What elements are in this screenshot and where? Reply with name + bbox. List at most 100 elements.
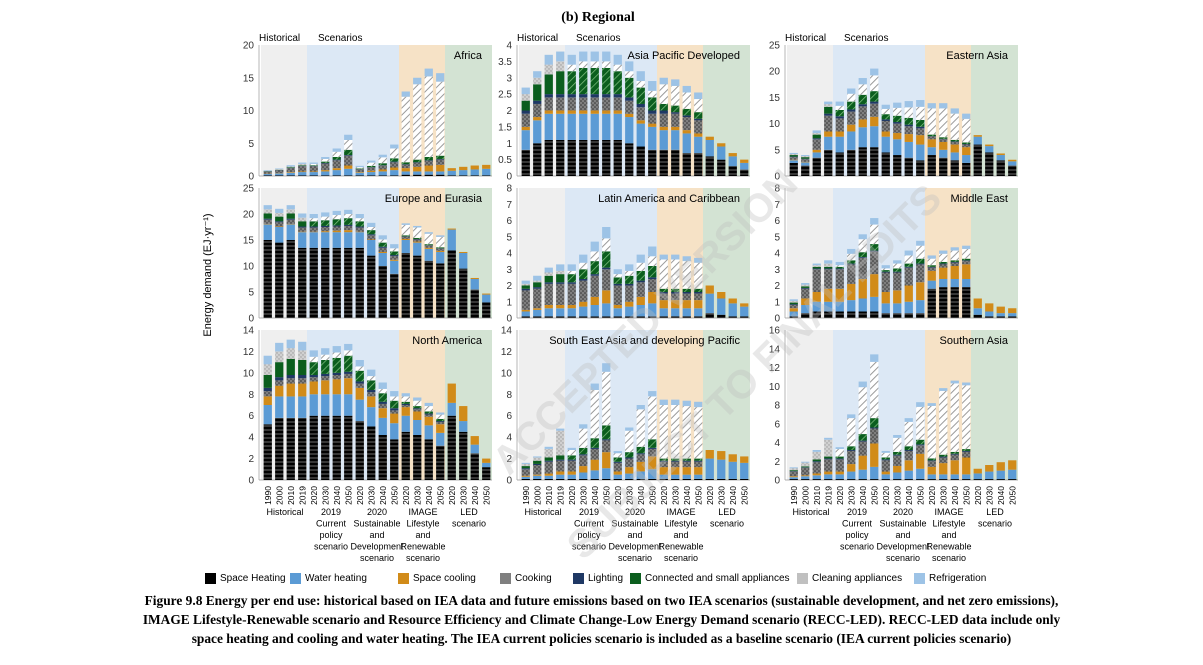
y-tick-label: 20 bbox=[243, 41, 255, 52]
bar-segment-space-cooling bbox=[459, 406, 468, 422]
bar-segment-cooking bbox=[927, 267, 936, 271]
bar-segment-space-cooling bbox=[636, 296, 645, 305]
bar-segment-connected-and-small-appliances bbox=[544, 275, 553, 283]
x-tick-label: 2050 bbox=[481, 486, 491, 505]
bar-segment-connected-and-small-appliances bbox=[579, 67, 588, 95]
scenario-group-label: IMAGE Lifestyle and Renewable scenario bbox=[926, 507, 971, 563]
bar-segment-cleaning-appliances bbox=[881, 108, 890, 115]
bar-segment-cooking bbox=[682, 293, 691, 301]
bar-segment-cooking bbox=[962, 261, 971, 265]
bar-segment-connected-and-small-appliances bbox=[355, 370, 364, 382]
bar-segment-lighting bbox=[801, 287, 810, 289]
x-tick-label: 2050 bbox=[739, 486, 749, 505]
bar-segment-cooking bbox=[424, 414, 433, 417]
bar-segment-space-heating bbox=[717, 159, 726, 176]
bar-segment-lighting bbox=[893, 122, 902, 124]
bar-segment-lighting bbox=[962, 450, 971, 452]
bar-segment-cleaning-appliances bbox=[636, 262, 645, 271]
bar-segment-connected-and-small-appliances bbox=[378, 163, 387, 166]
bar-segment-space-cooling bbox=[728, 153, 737, 157]
bar-segment-lighting bbox=[298, 375, 307, 379]
bar-segment-refrigeration bbox=[916, 100, 925, 107]
bar-segment-refrigeration bbox=[824, 101, 833, 105]
y-tick-label: 0 bbox=[774, 476, 780, 487]
bar-segment-refrigeration bbox=[533, 456, 542, 458]
bar-segment-refrigeration bbox=[263, 170, 272, 171]
bar-segment-lighting bbox=[263, 387, 272, 392]
bar-segment-cleaning-appliances bbox=[286, 209, 295, 214]
x-tick-label: 1990 bbox=[263, 486, 273, 505]
bar-segment-space-heating bbox=[985, 316, 994, 318]
bar-segment-space-cooling bbox=[579, 466, 588, 473]
bar-segment-lighting bbox=[556, 459, 565, 461]
bar-segment-cleaning-appliances bbox=[275, 351, 284, 363]
bar-segment-cooking bbox=[579, 280, 588, 302]
bar-segment-water-heating bbox=[985, 311, 994, 317]
bar-segment-refrigeration bbox=[401, 91, 410, 97]
bar-segment-lighting bbox=[424, 160, 433, 161]
bar-segment-connected-and-small-appliances bbox=[521, 466, 530, 469]
bar-segment-space-heating bbox=[950, 287, 959, 318]
y-tick-label: 2.5 bbox=[498, 90, 512, 101]
bar-segment-space-cooling bbox=[533, 474, 542, 476]
legend-label: Connected and small appliances bbox=[645, 573, 790, 584]
x-tick-label: 2050 bbox=[915, 486, 925, 505]
bar-segment-connected-and-small-appliances bbox=[367, 230, 376, 235]
bar-segment-lighting bbox=[625, 97, 634, 101]
bar-segment-cooking bbox=[567, 460, 576, 472]
bar-segment-cleaning-appliances bbox=[881, 268, 890, 271]
bar-segment-lighting bbox=[847, 109, 856, 112]
bar-segment-refrigeration bbox=[835, 447, 844, 450]
bar-segment-cooking bbox=[556, 97, 565, 111]
bar-segment-water-heating bbox=[950, 474, 959, 480]
bar-segment-connected-and-small-appliances bbox=[659, 288, 668, 292]
bar-segment-space-cooling bbox=[847, 124, 856, 132]
bar-segment-refrigeration bbox=[824, 437, 833, 440]
bar-segment-cooking bbox=[671, 293, 680, 301]
bar-segment-lighting bbox=[881, 271, 890, 273]
x-tick-label: 2050 bbox=[1007, 486, 1017, 505]
bar-segment-space-heating bbox=[950, 160, 959, 176]
bar-segment-lighting bbox=[659, 460, 668, 462]
bar-segment-space-heating bbox=[263, 424, 272, 480]
bar-segment-space-heating bbox=[567, 139, 576, 176]
bar-segment-space-heating bbox=[962, 162, 971, 176]
bar-segment-water-heating bbox=[939, 279, 948, 288]
bar-segment-space-heating bbox=[973, 314, 982, 318]
x-tick-label: 2030 bbox=[984, 486, 994, 505]
bar-segment-refrigeration bbox=[390, 391, 399, 397]
bar-segment-lighting bbox=[344, 371, 353, 374]
bar-segment-connected-and-small-appliances bbox=[694, 458, 703, 461]
bar-segment-water-heating bbox=[275, 227, 284, 243]
y-tick-label: 7 bbox=[506, 200, 512, 211]
y-tick-label: 0.5 bbox=[498, 155, 512, 166]
bar-segment-lighting bbox=[893, 271, 902, 273]
y-tick-label: 5 bbox=[774, 145, 780, 156]
bar-segment-space-heating bbox=[962, 479, 971, 480]
panel-asia-pacific-developed: 0 0.5 1 1.5 2 2.5 3 3.5 4 Asia Pacific Developed H… bbox=[498, 33, 750, 183]
bar-segment-connected-and-small-appliances bbox=[533, 460, 542, 464]
scenario-group-label: Historical bbox=[792, 507, 829, 517]
bar-segment-water-heating bbox=[298, 232, 307, 248]
scenario-group-label: 2019 Current policy scenario bbox=[314, 507, 348, 552]
bar-segment-connected-and-small-appliances bbox=[332, 357, 341, 373]
bar-segment-cleaning-appliances bbox=[927, 258, 936, 266]
bar-segment-lighting bbox=[835, 116, 844, 119]
bar-segment-connected-and-small-appliances bbox=[567, 71, 576, 95]
bar-segment-cooking bbox=[321, 227, 330, 232]
legend-label: Water heating bbox=[305, 573, 367, 584]
bar-segment-cleaning-appliances bbox=[881, 452, 890, 458]
bar-segment-lighting bbox=[801, 158, 810, 160]
bar-segment-space-heating bbox=[602, 139, 611, 176]
bar-segment-water-heating bbox=[648, 303, 657, 317]
bar-segment-refrigeration bbox=[625, 264, 634, 271]
bar-segment-cleaning-appliances bbox=[648, 396, 657, 440]
bar-segment-space-heating bbox=[881, 479, 890, 480]
bar-segment-refrigeration bbox=[648, 246, 657, 257]
bar-segment-water-heating bbox=[996, 155, 1005, 161]
bar-segment-space-heating bbox=[812, 157, 821, 176]
bar-segment-connected-and-small-appliances bbox=[881, 270, 890, 272]
bar-segment-space-cooling bbox=[824, 288, 833, 302]
bar-segment-water-heating bbox=[579, 472, 588, 479]
bar-segment-cooking bbox=[682, 461, 691, 468]
